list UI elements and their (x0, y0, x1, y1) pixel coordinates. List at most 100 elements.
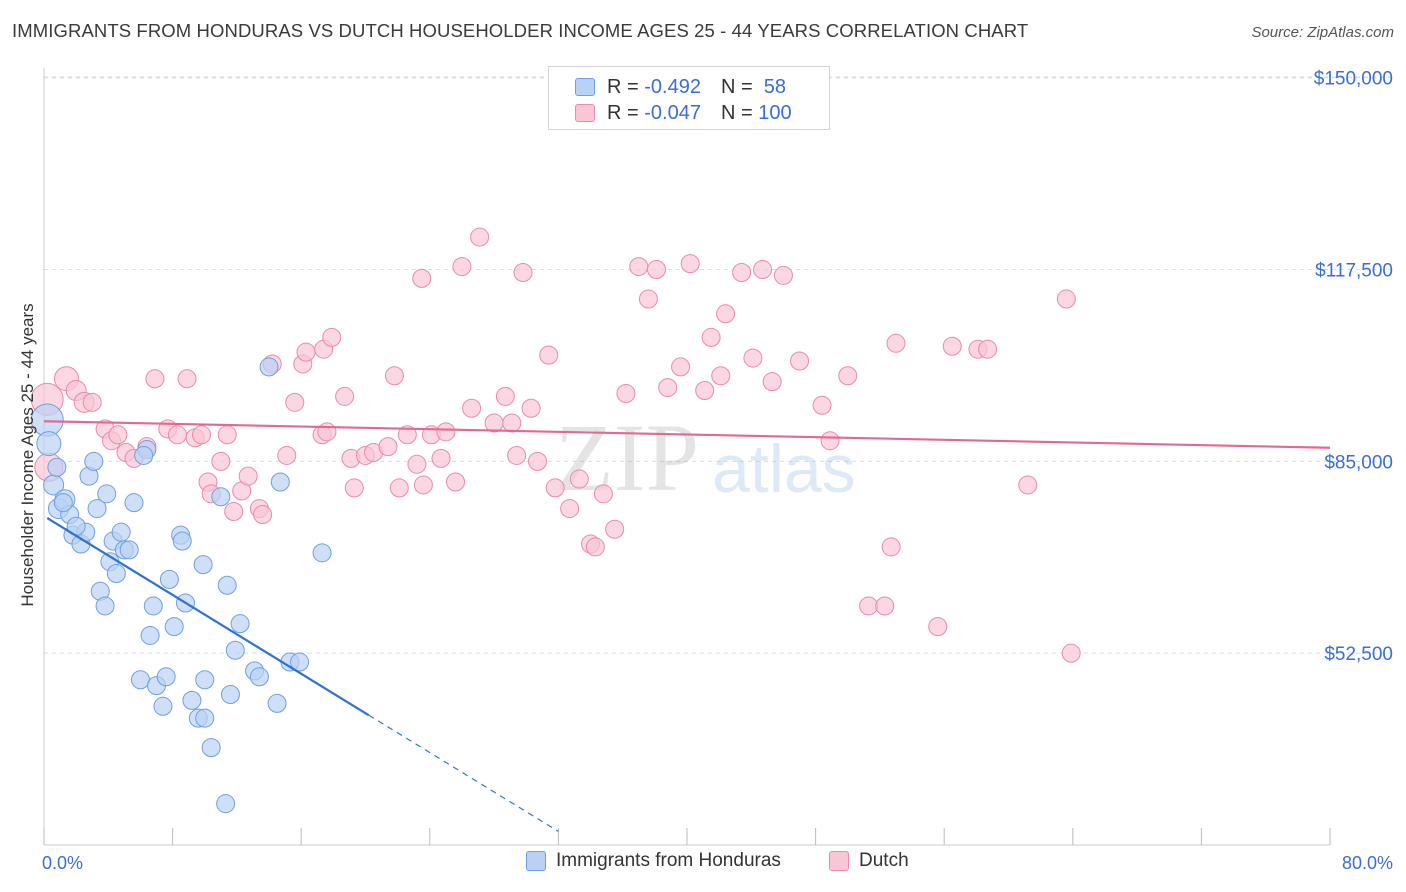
honduras-point (225, 640, 245, 660)
dutch-point (317, 422, 337, 442)
dutch-point (378, 437, 398, 457)
dutch-point (585, 537, 605, 557)
dutch-point (978, 339, 998, 359)
dutch-point (753, 260, 773, 280)
y-tick-label: $150,000 (1314, 69, 1393, 90)
dutch-point (881, 537, 901, 557)
legend-label-dutch: Dutch (859, 850, 909, 871)
legend-item-dutch[interactable]: Dutch (829, 850, 909, 872)
y-tick-label: $117,500 (1315, 261, 1393, 282)
honduras-point (156, 667, 176, 687)
dutch-point (732, 262, 752, 282)
dutch-point (716, 304, 736, 324)
y-tick-labels: $52,500 $85,000 $117,500 $150,000 (1314, 69, 1393, 665)
legend-r-value: -0.492 (644, 75, 701, 98)
dutch-point (762, 372, 782, 392)
honduras-point (201, 738, 221, 758)
dutch-point (253, 504, 273, 524)
honduras-point (312, 543, 332, 563)
legend-item-honduras[interactable]: Immigrants from Honduras (526, 850, 781, 872)
legend-swatch-honduras (575, 78, 595, 96)
chart-title: IMMIGRANTS FROM HONDURAS VS DUTCH HOUSEH… (12, 20, 1029, 41)
legend-n-label: N = (720, 75, 759, 98)
correlation-legend: R = -0.492 N = 58 R = -0.047 N = 100 (548, 66, 830, 130)
dutch-point (167, 425, 187, 445)
dutch-point (1061, 643, 1081, 663)
honduras-point (159, 569, 179, 589)
honduras-point (119, 540, 139, 560)
dutch-point (875, 596, 895, 616)
dutch-point (671, 357, 691, 377)
series-legend: Immigrants from Honduras Dutch (0, 850, 1406, 878)
y-tick-label: $85,000 (1324, 452, 1393, 473)
dutch-point (296, 342, 316, 362)
honduras-point (47, 457, 67, 477)
dutch-point (1056, 289, 1076, 309)
honduras-point (230, 614, 250, 634)
dutch-point (616, 383, 636, 403)
watermark-zip: ZIP (555, 404, 699, 511)
dutch-point (528, 451, 548, 471)
legend-label-honduras: Immigrants from Honduras (556, 850, 781, 871)
dutch-point (680, 254, 700, 274)
honduras-point (140, 625, 160, 645)
honduras-point (259, 357, 279, 377)
honduras-point (53, 493, 73, 513)
dutch-point (238, 466, 258, 486)
honduras-point (134, 445, 154, 465)
dutch-point (560, 499, 580, 519)
honduras-point (106, 563, 126, 583)
x-axis-right-label: 80.0% (1342, 853, 1393, 873)
honduras-point (270, 472, 290, 492)
dutch-point (638, 289, 658, 309)
honduras-point (211, 487, 231, 507)
dutch-point (495, 386, 515, 406)
axes (43, 68, 1331, 846)
honduras-point (95, 596, 115, 616)
legend-n-label: N = (720, 101, 759, 124)
legend-r-label: R = (607, 75, 645, 98)
dutch-point (545, 478, 565, 498)
dutch-point (108, 425, 128, 445)
honduras-point (195, 708, 215, 728)
dutch-point (192, 425, 212, 445)
honduras-point (97, 484, 117, 504)
dutch-point (928, 617, 948, 637)
dutch-point (521, 398, 541, 418)
dutch-point (446, 472, 466, 492)
dutch-point (344, 478, 364, 498)
dutch-point (539, 345, 559, 365)
honduras-point (220, 684, 240, 704)
dutch-point (695, 381, 715, 401)
legend-n-value: 100 (758, 101, 792, 124)
honduras-point (87, 499, 107, 519)
dutch-point (838, 366, 858, 386)
dutch-point (1018, 475, 1038, 495)
honduras-points (30, 357, 332, 814)
legend-row-dutch: R = -0.047 N = 100 (575, 101, 792, 125)
dutch-point (629, 257, 649, 277)
honduras-point (172, 531, 192, 551)
dutch-point (82, 392, 102, 412)
honduras-point (216, 794, 236, 814)
y-tick-label: $52,500 (1324, 644, 1393, 665)
dutch-point (224, 502, 244, 522)
x-axis-left-label: 0.0% (42, 853, 83, 873)
dutch-point (413, 475, 433, 495)
dutch-point (859, 596, 879, 616)
dutch-point (452, 257, 472, 277)
honduras-point (290, 652, 310, 672)
dutch-point (217, 425, 237, 445)
dutch-point (605, 519, 625, 539)
dutch-point (502, 413, 522, 433)
legend-swatch-dutch (829, 851, 849, 871)
dutch-point (285, 392, 305, 412)
dutch-point (412, 268, 432, 288)
honduras-point (249, 667, 269, 687)
honduras-point (36, 431, 62, 457)
dutch-point (407, 454, 427, 474)
dutch-point (513, 262, 533, 282)
dutch-point (701, 327, 721, 347)
dutch-point (431, 448, 451, 468)
